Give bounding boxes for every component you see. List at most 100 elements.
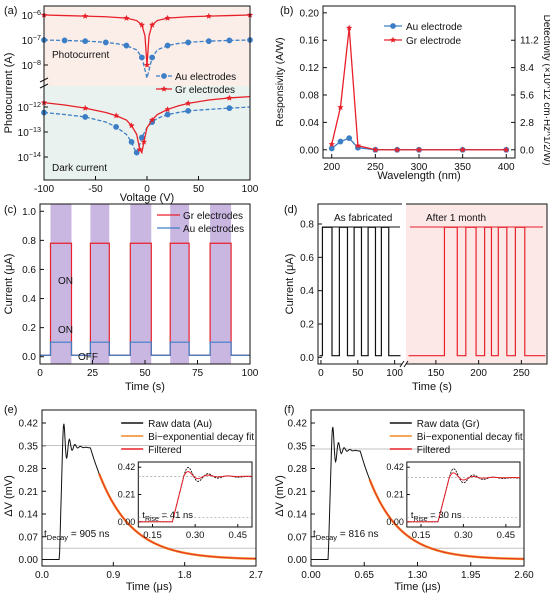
rise-label: tRise = 30 ns — [411, 510, 462, 523]
legend-gr-marker — [160, 85, 168, 92]
legend-fit-label: Bi−exponential decay fit — [148, 432, 254, 443]
panel-a-bottom-shade — [44, 86, 250, 180]
panel-b-point — [337, 104, 344, 110]
ytick-label: 0.07 — [19, 532, 39, 543]
axis-break-mark — [399, 360, 409, 368]
panel-a-xtick-label: 0 — [144, 184, 150, 195]
ytick-label: 0.28 — [19, 464, 39, 475]
inset-xtick-label: 0.30 — [186, 530, 205, 541]
inset-ytick-label: 0.21 — [118, 490, 136, 500]
inset-filtered-line — [138, 471, 253, 523]
panel-d-ytick-label: 0.2 — [300, 320, 314, 331]
panel-a-point — [185, 100, 192, 107]
panel-b-point — [346, 135, 353, 142]
panel-a-point — [185, 39, 192, 46]
panel-b-xtick-label: 300 — [411, 162, 428, 173]
legend-gr-marker — [389, 36, 397, 43]
panel-b-point — [328, 145, 335, 152]
panel-a-series-line — [43, 95, 251, 155]
panel-d-fresh-label: As fabricated — [334, 213, 392, 224]
panel-b-xtick-label: 200 — [323, 162, 340, 173]
panel-c-on-band — [170, 204, 190, 364]
panel-b-ytick-label: 0.04 — [300, 118, 320, 129]
legend-raw-label: Raw data (Au) — [148, 419, 212, 430]
decay-label: tDecay = 905 ns — [44, 529, 109, 542]
panel-b-point — [354, 142, 362, 149]
panel-b-ytick-label: 0.00 — [300, 145, 320, 156]
ytick-label: 0.07 — [288, 532, 308, 543]
panel-c-on-label: ON — [58, 276, 73, 287]
panel-a-xtick-label: 100 — [242, 184, 259, 195]
ytick-label: 0.00 — [19, 555, 39, 566]
panel-c-on-band — [50, 204, 72, 364]
panel-a-series-line — [43, 39, 251, 79]
panel-a-point — [149, 54, 156, 61]
ytick-label: 0.35 — [288, 441, 308, 452]
panel-d-letter: (d) — [284, 204, 297, 216]
panel-f: (f) 0.00 0.65 1.30 1.95 2.60 0.00 0.07 0.14 0.21 0… — [274, 404, 534, 593]
panel-a-letter: (a) — [4, 5, 17, 17]
panel-d-xtick-label: 150 — [428, 368, 445, 379]
legend-raw-label: Raw data (Gr) — [417, 419, 480, 430]
panel-a-point — [102, 39, 109, 46]
panel-a-point — [133, 149, 140, 156]
panel-a-point — [185, 107, 192, 114]
xtick-label: 2.60 — [514, 570, 534, 581]
panel-c-xtick-label: 0 — [37, 368, 43, 379]
panel-b-frame — [322, 5, 516, 159]
panel-b-point — [337, 138, 344, 145]
panel-a-point — [82, 12, 89, 19]
panel-b-xtick-label: 400 — [498, 162, 515, 173]
panel-b-y2tick-label: 0.0 — [520, 145, 534, 156]
panel-b: (b) 200 250 300 350 400 0.00 0.04 0.08 0.12 0.16 0.… — [274, 5, 550, 182]
panel-a-ytick-label: 10−7 — [22, 33, 41, 47]
xtick-label: 0.0 — [35, 570, 49, 581]
ytick-label: 0.28 — [288, 464, 308, 475]
panel-b-ylabel: Responsivity (A/W) — [274, 37, 286, 126]
legend-au-label: Au electrodes — [183, 224, 244, 235]
panel-c-ytick-label: 0.0 — [22, 352, 36, 363]
panel-b-xtick-label: 250 — [367, 162, 384, 173]
panel-c-series-line — [40, 242, 250, 356]
legend-fit-label: Bi−exponential decay fit — [417, 432, 523, 443]
panel-c-letter: (c) — [4, 204, 17, 216]
panel-c-frame — [39, 203, 251, 365]
inset-ytick-label: 0.00 — [118, 517, 136, 527]
panel-a-point — [143, 61, 151, 68]
panel-d-aged-label: After 1 month — [426, 213, 486, 224]
panel-c-xtick-label: 100 — [242, 368, 259, 379]
panel-c-ytick-label: 1.0 — [22, 207, 36, 218]
legend-au-label: Au electrodes — [175, 72, 236, 83]
panel-b-xtick-label: 350 — [454, 162, 471, 173]
ylabel: ΔV (mV) — [3, 475, 15, 517]
panel-a-point — [82, 114, 89, 120]
panel-a-point — [164, 106, 171, 113]
panel-a-point — [226, 37, 233, 44]
decay-label: tDecay = 816 ns — [313, 529, 378, 542]
panel-c-ylabel: Current (μA) — [3, 254, 15, 315]
filtered-line — [98, 473, 257, 560]
panel-a-point — [226, 105, 233, 112]
panel-a-point — [164, 42, 171, 49]
panel-b-point — [503, 146, 510, 153]
xtick-label: 0.9 — [106, 570, 120, 581]
panel-d-break-gap — [402, 201, 406, 367]
panel-c-off-label: OFF — [78, 352, 98, 363]
panel-a-point — [164, 14, 171, 21]
legend-filtered-label: Filtered — [417, 445, 450, 456]
panel-b-y2tick-label: 5.6 — [520, 91, 534, 102]
inset-xtick-label: 0.15 — [143, 530, 162, 541]
ytick-label: 0.21 — [288, 487, 308, 498]
legend-gr-label: Gr electrodes — [183, 211, 243, 222]
legend-au-marker — [161, 73, 167, 79]
panel-c-on-band — [210, 204, 232, 364]
panel-d-xtick-label: 200 — [470, 368, 487, 379]
panel-a-darkcurrent-label: Dark current — [52, 163, 107, 174]
panel-c-on-lower-label: ON — [58, 325, 73, 336]
panel-a-point — [61, 37, 68, 44]
panel-c-xlabel: Time (s) — [125, 381, 165, 393]
panel-b-ytick-label: 0.08 — [300, 91, 320, 102]
legend-au-label: Au electrode — [406, 22, 463, 33]
panel-b-ytick-label: 0.12 — [300, 63, 320, 74]
